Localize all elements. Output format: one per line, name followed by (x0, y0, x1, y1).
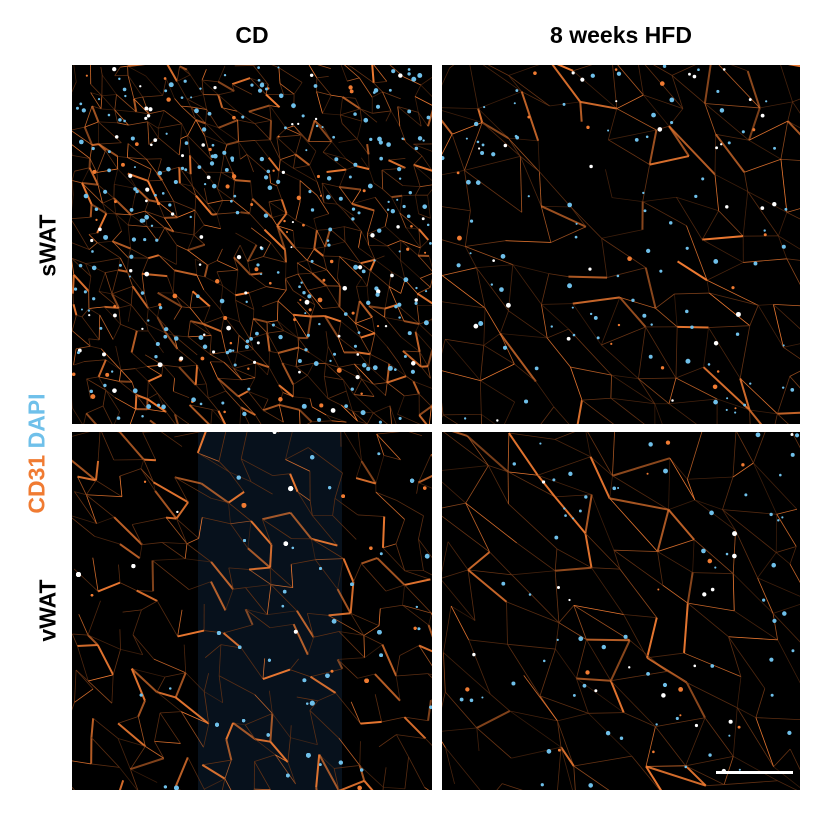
column-title-hfd: 8 weeks HFD (550, 22, 692, 48)
micrograph-vwat-cd (72, 432, 432, 790)
scale-bar (716, 771, 793, 774)
micrograph-swat-cd (72, 65, 432, 424)
stain-label-dapi: DAPI (23, 393, 50, 449)
column-title-cd: CD (235, 22, 269, 48)
row-label-vwat: vWAT (34, 579, 61, 642)
row-label-swat: sWAT (34, 214, 61, 277)
micrograph-swat-hfd (442, 65, 800, 424)
stain-label-cd31: CD31 (23, 454, 50, 514)
micrograph-vwat-hfd (442, 432, 800, 790)
stain-legend: CD31 DAPI (24, 379, 51, 529)
